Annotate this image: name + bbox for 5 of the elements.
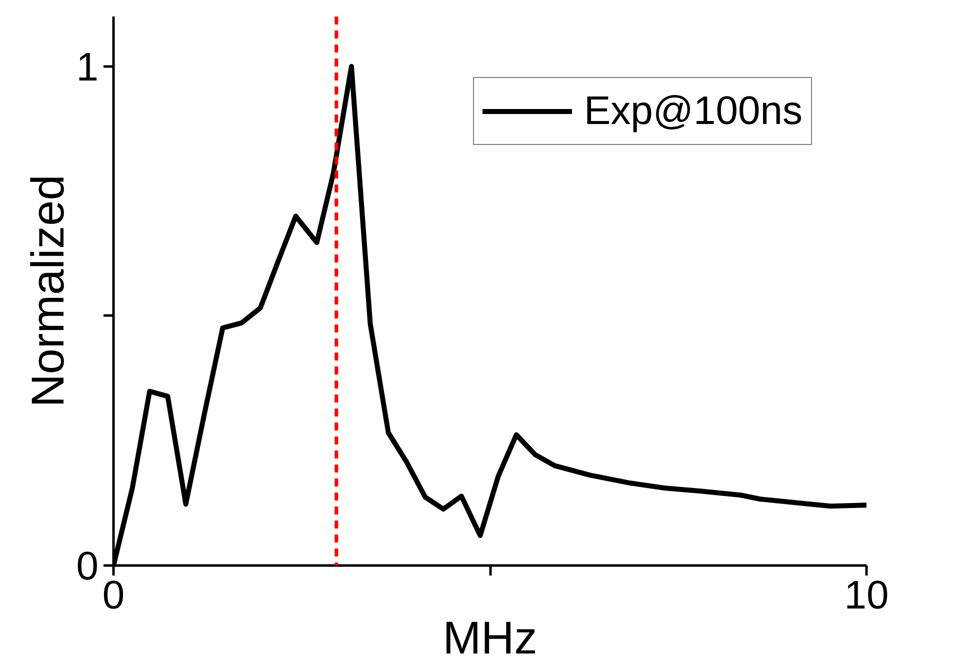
legend-label: Exp@100ns [584,88,803,134]
x-tick-label: 10 [844,574,889,618]
x-axis-title: MHz [442,612,538,664]
y-axis-title: Normalized [21,174,74,408]
y-tick-label: 1 [76,45,99,90]
